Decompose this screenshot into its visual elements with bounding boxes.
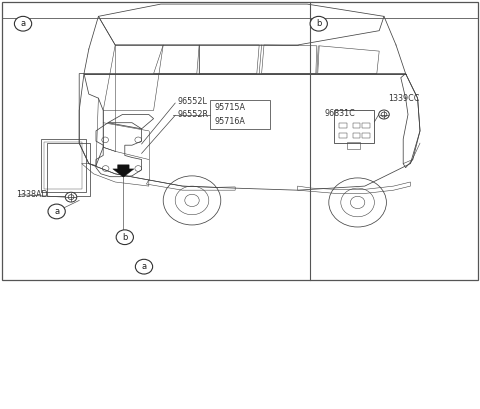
Text: b: b (122, 233, 128, 242)
Circle shape (116, 230, 133, 245)
Text: a: a (142, 262, 146, 271)
Text: 95715A: 95715A (214, 103, 245, 112)
Text: a: a (21, 19, 25, 28)
Text: b: b (316, 19, 322, 28)
Text: 96552R: 96552R (178, 110, 209, 119)
Text: 95716A: 95716A (214, 117, 245, 126)
Circle shape (310, 16, 327, 31)
Text: a: a (54, 207, 59, 216)
Circle shape (379, 110, 389, 119)
Text: 96831C: 96831C (324, 109, 355, 118)
Polygon shape (113, 165, 134, 177)
Circle shape (48, 204, 65, 219)
Circle shape (135, 259, 153, 274)
Text: 96552L: 96552L (178, 97, 207, 106)
Text: 1339CC: 1339CC (388, 94, 419, 103)
Circle shape (65, 192, 77, 202)
Circle shape (14, 16, 32, 31)
Text: 1338AD: 1338AD (16, 190, 48, 199)
